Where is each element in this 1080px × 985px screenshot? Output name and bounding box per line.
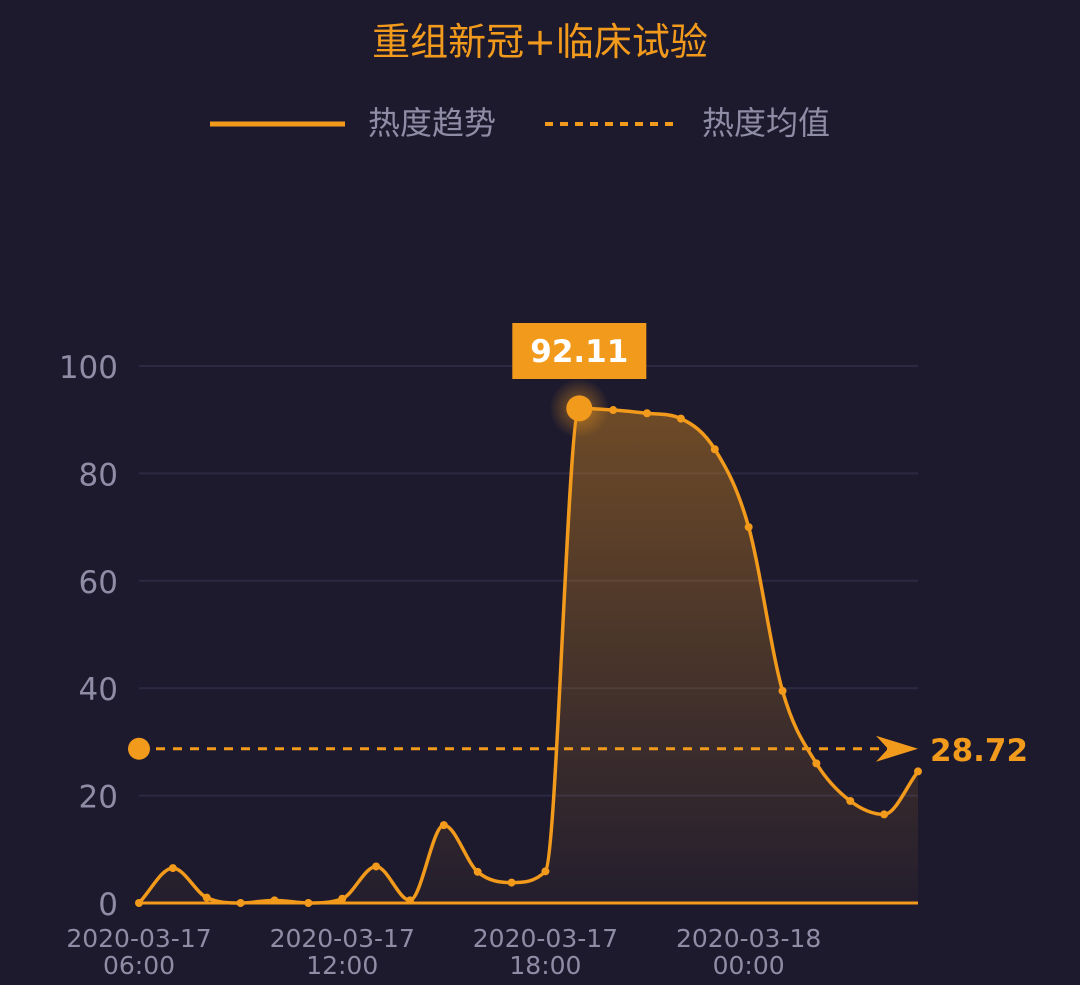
data-point [270,896,279,905]
peak-marker: 92.11 [512,323,647,439]
peak-value-label: 92.11 [530,334,628,370]
legend-label-average: 热度均值 [702,104,830,142]
y-tick-label: 80 [79,457,118,493]
y-tick-label: 60 [79,565,118,601]
data-point [744,523,753,532]
data-point [372,862,381,871]
x-tick-label-time: 00:00 [713,951,785,980]
data-point [541,867,550,876]
average-arrow-icon [876,735,918,762]
x-tick-label-date: 2020-03-18 [676,924,821,953]
legend: 热度趋势 热度均值 [210,104,830,142]
data-point [507,878,516,887]
data-point [676,414,685,423]
data-point [236,899,245,907]
y-tick-label: 0 [98,887,118,923]
data-point [405,896,414,905]
data-point [846,796,855,805]
data-point [439,821,448,830]
peak-dot [566,395,593,422]
chart-title: 重组新冠+临床试验 [372,20,708,64]
y-axis-ticks: 0 20 40 60 80 100 [59,350,118,923]
x-axis-ticks: 2020-03-1706:002020-03-1712:002020-03-17… [66,924,821,980]
x-tick-label-time: 12:00 [306,951,378,980]
x-tick-label-date: 2020-03-17 [473,924,618,953]
data-point [880,810,889,819]
area-path [139,408,918,903]
data-point [643,409,652,418]
data-point [609,406,618,415]
data-point [778,686,787,695]
data-point [168,864,177,873]
peak-badge [512,323,647,379]
average-line: 28.72 [128,733,1028,769]
data-point [473,867,482,876]
y-tick-label: 100 [59,350,118,386]
data-point [914,767,922,776]
average-start-dot [128,737,150,760]
x-tick-label-date: 2020-03-17 [270,924,415,953]
data-point [304,899,313,907]
data-point [338,894,347,903]
x-tick-label-time: 18:00 [509,951,581,980]
data-point [202,893,211,902]
legend-label-trend: 热度趋势 [368,104,496,142]
average-value-label: 28.72 [930,733,1028,769]
area-fill [139,408,918,903]
data-point [812,759,821,768]
y-tick-label: 20 [79,780,118,816]
data-point [135,899,143,907]
data-point [710,445,719,454]
x-tick-label-date: 2020-03-17 [66,924,211,953]
data-points [135,406,922,907]
x-tick-label-time: 06:00 [103,951,175,980]
y-tick-label: 40 [79,672,118,708]
